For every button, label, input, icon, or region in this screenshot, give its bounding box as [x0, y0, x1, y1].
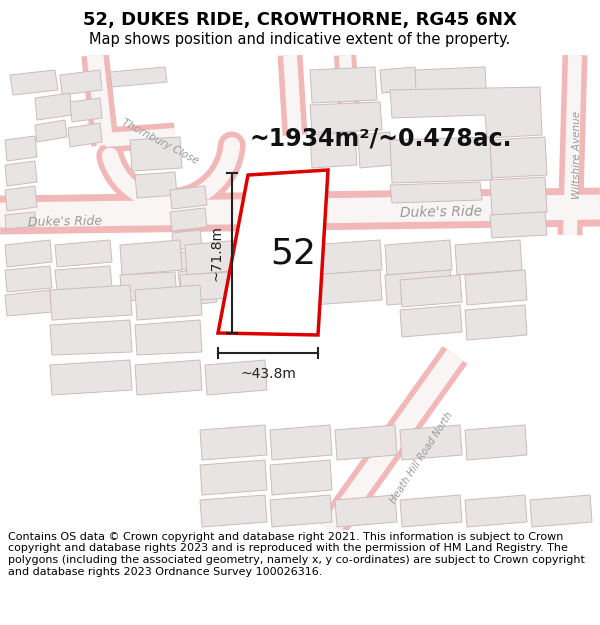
- Polygon shape: [335, 425, 397, 460]
- Polygon shape: [200, 495, 267, 527]
- Polygon shape: [390, 87, 542, 138]
- Polygon shape: [172, 230, 202, 250]
- Polygon shape: [390, 137, 492, 183]
- Polygon shape: [310, 270, 382, 305]
- Text: 52, DUKES RIDE, CROWTHORNE, RG45 6NX: 52, DUKES RIDE, CROWTHORNE, RG45 6NX: [83, 11, 517, 29]
- Polygon shape: [358, 132, 392, 168]
- Polygon shape: [55, 240, 112, 267]
- Text: ~71.8m: ~71.8m: [210, 225, 224, 281]
- Polygon shape: [130, 137, 182, 171]
- Polygon shape: [490, 212, 547, 238]
- Polygon shape: [35, 120, 67, 142]
- Polygon shape: [5, 240, 52, 267]
- Polygon shape: [5, 136, 37, 161]
- Text: Wiltshire Avenue: Wiltshire Avenue: [572, 111, 582, 199]
- Polygon shape: [180, 272, 232, 301]
- Polygon shape: [400, 305, 462, 337]
- Polygon shape: [205, 360, 267, 395]
- Polygon shape: [530, 495, 592, 527]
- Polygon shape: [200, 425, 267, 460]
- Polygon shape: [490, 137, 547, 178]
- Polygon shape: [5, 161, 37, 186]
- Polygon shape: [465, 425, 527, 460]
- Polygon shape: [335, 495, 397, 527]
- Polygon shape: [50, 320, 132, 355]
- Polygon shape: [175, 250, 207, 270]
- Polygon shape: [5, 186, 37, 211]
- Polygon shape: [465, 305, 527, 340]
- Polygon shape: [310, 132, 357, 168]
- Polygon shape: [5, 212, 36, 229]
- Text: Duke's Ride: Duke's Ride: [400, 204, 482, 220]
- Text: Map shows position and indicative extent of the property.: Map shows position and indicative extent…: [89, 32, 511, 47]
- Polygon shape: [270, 495, 332, 527]
- Text: Thornbury Close: Thornbury Close: [120, 118, 200, 166]
- Polygon shape: [35, 93, 72, 120]
- Polygon shape: [400, 495, 462, 527]
- Polygon shape: [120, 272, 177, 301]
- Polygon shape: [310, 240, 382, 275]
- Polygon shape: [218, 170, 328, 335]
- Polygon shape: [200, 460, 267, 495]
- Text: Contains OS data © Crown copyright and database right 2021. This information is : Contains OS data © Crown copyright and d…: [8, 532, 584, 577]
- Text: 52: 52: [270, 236, 316, 270]
- Polygon shape: [400, 275, 462, 307]
- Polygon shape: [70, 98, 102, 122]
- Polygon shape: [310, 102, 382, 133]
- Polygon shape: [55, 266, 112, 292]
- Polygon shape: [415, 67, 487, 113]
- Polygon shape: [465, 495, 527, 527]
- Polygon shape: [50, 285, 132, 320]
- Polygon shape: [310, 67, 377, 103]
- Polygon shape: [110, 67, 167, 87]
- Polygon shape: [10, 70, 58, 95]
- Polygon shape: [270, 425, 332, 460]
- Text: ~1934m²/~0.478ac.: ~1934m²/~0.478ac.: [250, 126, 512, 150]
- Text: ~43.8m: ~43.8m: [240, 367, 296, 381]
- Polygon shape: [385, 270, 452, 305]
- Text: Heath Hill Road North: Heath Hill Road North: [388, 411, 454, 506]
- Polygon shape: [5, 290, 52, 316]
- Polygon shape: [60, 70, 102, 95]
- Polygon shape: [135, 320, 202, 355]
- Polygon shape: [135, 285, 202, 320]
- Polygon shape: [380, 67, 417, 93]
- Polygon shape: [455, 240, 522, 275]
- Polygon shape: [5, 266, 52, 292]
- Polygon shape: [385, 240, 452, 275]
- Polygon shape: [180, 286, 217, 306]
- Polygon shape: [135, 172, 177, 198]
- Polygon shape: [270, 460, 332, 495]
- Polygon shape: [390, 182, 482, 203]
- Polygon shape: [465, 270, 527, 305]
- Polygon shape: [400, 425, 462, 460]
- Polygon shape: [120, 240, 182, 275]
- Polygon shape: [50, 360, 132, 395]
- Polygon shape: [178, 268, 212, 290]
- Polygon shape: [170, 208, 207, 231]
- Polygon shape: [490, 177, 547, 215]
- Text: Duke's Ride: Duke's Ride: [28, 215, 103, 229]
- Polygon shape: [170, 186, 207, 209]
- Polygon shape: [68, 123, 102, 147]
- Polygon shape: [185, 240, 242, 275]
- Polygon shape: [135, 360, 202, 395]
